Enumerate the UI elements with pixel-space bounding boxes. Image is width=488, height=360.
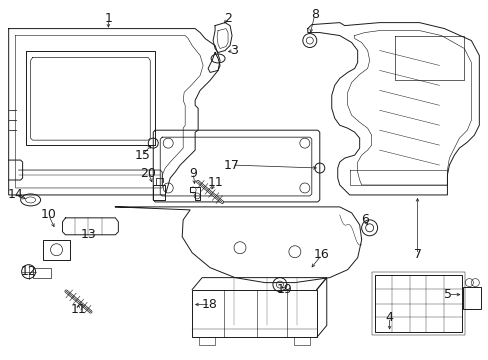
Text: 3: 3 (230, 44, 238, 57)
Text: 16: 16 (313, 248, 329, 261)
Text: 18: 18 (202, 298, 218, 311)
Text: 5: 5 (444, 288, 451, 301)
Text: 6: 6 (360, 213, 368, 226)
Bar (33, 268, 50, 278)
Text: 11: 11 (207, 176, 223, 189)
Text: 2: 2 (224, 12, 231, 25)
Text: 19: 19 (276, 283, 292, 296)
Bar (192, 289, 316, 337)
Text: 4: 4 (385, 311, 393, 324)
Text: 13: 13 (81, 228, 96, 241)
Text: 10: 10 (41, 208, 57, 221)
Bar (463, 287, 480, 309)
Text: 11: 11 (70, 303, 86, 316)
Text: 12: 12 (20, 265, 37, 278)
Bar (371, 272, 465, 336)
Text: 8: 8 (310, 8, 318, 21)
Text: 20: 20 (140, 167, 156, 180)
Text: 15: 15 (134, 149, 150, 162)
Bar (42, 240, 70, 260)
Text: 7: 7 (413, 248, 421, 261)
Text: 1: 1 (104, 12, 112, 25)
Bar (374, 275, 462, 332)
Text: 17: 17 (224, 158, 240, 172)
Text: 9: 9 (189, 167, 197, 180)
Text: 14: 14 (8, 188, 23, 202)
